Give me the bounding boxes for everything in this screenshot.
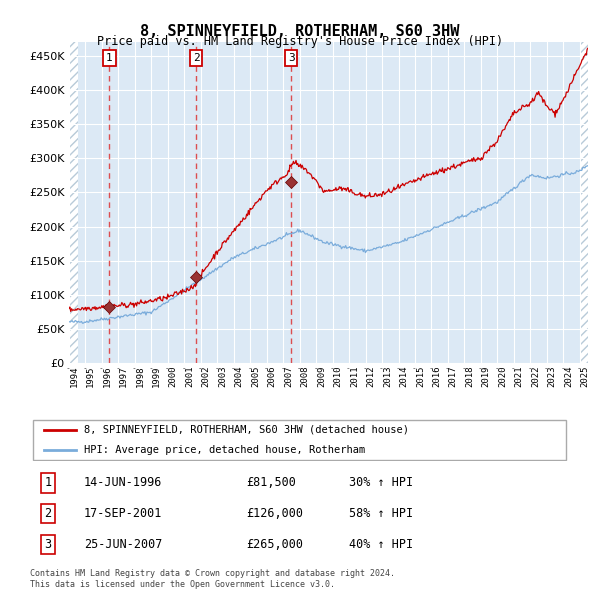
Text: 8, SPINNEYFIELD, ROTHERHAM, S60 3HW (detached house): 8, SPINNEYFIELD, ROTHERHAM, S60 3HW (det… — [84, 425, 409, 435]
Text: 2025: 2025 — [581, 365, 590, 386]
Text: 17-SEP-2001: 17-SEP-2001 — [84, 507, 163, 520]
Text: 1997: 1997 — [119, 365, 128, 386]
Polygon shape — [581, 42, 588, 363]
Text: 2008: 2008 — [301, 365, 310, 386]
Text: 8, SPINNEYFIELD, ROTHERHAM, S60 3HW: 8, SPINNEYFIELD, ROTHERHAM, S60 3HW — [140, 24, 460, 38]
Text: 14-JUN-1996: 14-JUN-1996 — [84, 476, 163, 489]
Text: 2007: 2007 — [284, 365, 293, 386]
Text: 2009: 2009 — [317, 365, 326, 386]
Text: 3: 3 — [44, 538, 52, 551]
Text: 2014: 2014 — [400, 365, 409, 386]
Text: 2018: 2018 — [465, 365, 474, 386]
Text: £126,000: £126,000 — [246, 507, 303, 520]
Text: 2000: 2000 — [169, 365, 178, 386]
Text: 1996: 1996 — [103, 365, 112, 386]
Text: 2016: 2016 — [432, 365, 441, 386]
Text: 2004: 2004 — [235, 365, 244, 386]
Polygon shape — [69, 42, 78, 363]
Text: 2021: 2021 — [515, 365, 524, 386]
Text: £265,000: £265,000 — [246, 538, 303, 551]
Text: 1: 1 — [44, 476, 52, 489]
Text: 2017: 2017 — [449, 365, 458, 386]
Text: 1995: 1995 — [86, 365, 95, 386]
Text: 2002: 2002 — [202, 365, 211, 386]
Text: 1: 1 — [106, 53, 113, 63]
Text: 2013: 2013 — [383, 365, 392, 386]
FancyBboxPatch shape — [33, 420, 566, 460]
Text: 58% ↑ HPI: 58% ↑ HPI — [349, 507, 413, 520]
Text: 2019: 2019 — [482, 365, 491, 386]
Text: Contains HM Land Registry data © Crown copyright and database right 2024.
This d: Contains HM Land Registry data © Crown c… — [30, 569, 395, 589]
Text: HPI: Average price, detached house, Rotherham: HPI: Average price, detached house, Roth… — [84, 445, 365, 455]
Text: 1998: 1998 — [136, 365, 145, 386]
Text: 2003: 2003 — [218, 365, 227, 386]
Text: 2: 2 — [193, 53, 199, 63]
Text: 30% ↑ HPI: 30% ↑ HPI — [349, 476, 413, 489]
Text: 2022: 2022 — [531, 365, 540, 386]
Text: 2010: 2010 — [334, 365, 343, 386]
Text: 2006: 2006 — [268, 365, 277, 386]
Text: 3: 3 — [288, 53, 295, 63]
Text: 1999: 1999 — [152, 365, 161, 386]
Text: 2023: 2023 — [548, 365, 557, 386]
Text: 2005: 2005 — [251, 365, 260, 386]
Text: 40% ↑ HPI: 40% ↑ HPI — [349, 538, 413, 551]
Text: 2015: 2015 — [416, 365, 425, 386]
Text: 2: 2 — [44, 507, 52, 520]
Text: 1994: 1994 — [70, 365, 79, 386]
Text: 2001: 2001 — [185, 365, 194, 386]
Text: 2012: 2012 — [367, 365, 376, 386]
Text: £81,500: £81,500 — [246, 476, 296, 489]
Text: Price paid vs. HM Land Registry's House Price Index (HPI): Price paid vs. HM Land Registry's House … — [97, 35, 503, 48]
Text: 2011: 2011 — [350, 365, 359, 386]
Text: 25-JUN-2007: 25-JUN-2007 — [84, 538, 163, 551]
Text: 2024: 2024 — [564, 365, 573, 386]
Text: 2020: 2020 — [498, 365, 507, 386]
